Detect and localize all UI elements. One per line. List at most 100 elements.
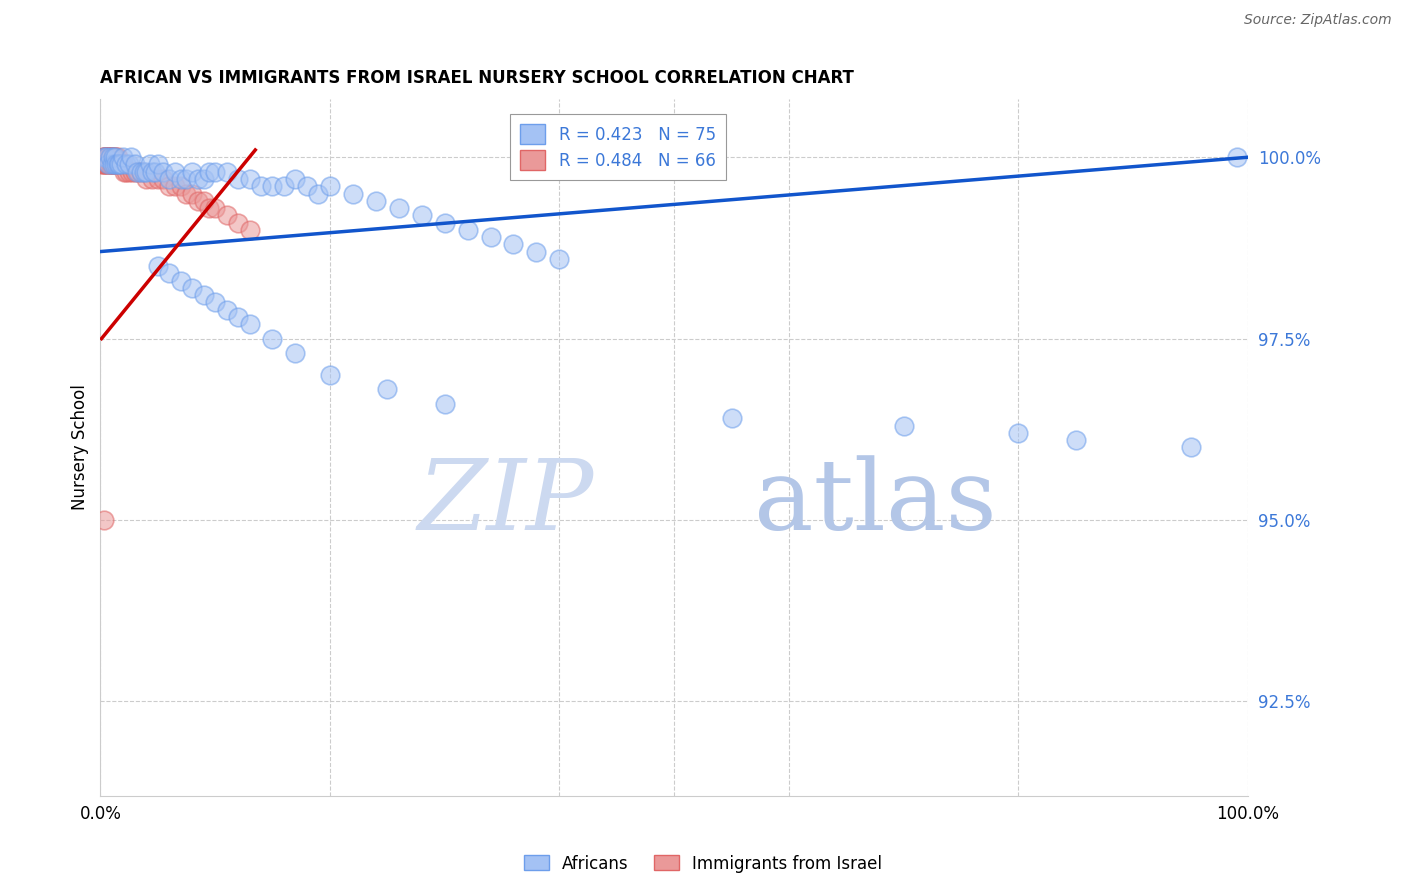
Point bbox=[93, 150, 115, 164]
Point bbox=[104, 150, 127, 164]
Point bbox=[104, 150, 127, 164]
Point bbox=[125, 165, 148, 179]
Point bbox=[101, 150, 124, 164]
Point bbox=[112, 150, 135, 164]
Point bbox=[100, 157, 122, 171]
Point bbox=[94, 157, 117, 171]
Point bbox=[181, 281, 204, 295]
Point bbox=[105, 157, 128, 171]
Point bbox=[204, 295, 226, 310]
Point bbox=[364, 194, 387, 208]
Point bbox=[145, 165, 167, 179]
Point bbox=[103, 157, 125, 171]
Point bbox=[284, 346, 307, 360]
Point bbox=[138, 157, 160, 171]
Point bbox=[111, 157, 134, 171]
Point bbox=[100, 157, 122, 171]
Point bbox=[176, 172, 198, 186]
Point bbox=[198, 201, 221, 215]
Point bbox=[94, 150, 117, 164]
Point bbox=[107, 157, 129, 171]
Point bbox=[295, 179, 318, 194]
Point bbox=[163, 179, 186, 194]
Point bbox=[1007, 425, 1029, 440]
Text: atlas: atlas bbox=[755, 455, 997, 551]
Point bbox=[307, 186, 329, 201]
Point bbox=[121, 165, 143, 179]
Point bbox=[319, 368, 342, 382]
Point bbox=[107, 157, 129, 171]
Point bbox=[118, 157, 141, 171]
Point bbox=[215, 302, 238, 317]
Point bbox=[193, 288, 215, 302]
Point bbox=[110, 157, 132, 171]
Point bbox=[101, 157, 124, 171]
Point bbox=[526, 244, 548, 259]
Point bbox=[107, 157, 129, 171]
Point bbox=[388, 201, 411, 215]
Point bbox=[101, 157, 124, 171]
Point bbox=[107, 157, 129, 171]
Point bbox=[433, 397, 456, 411]
Point bbox=[226, 172, 249, 186]
Point bbox=[97, 157, 120, 171]
Point bbox=[124, 157, 146, 171]
Point bbox=[93, 513, 115, 527]
Point bbox=[129, 165, 152, 179]
Point bbox=[262, 332, 284, 346]
Point bbox=[96, 150, 118, 164]
Point bbox=[176, 186, 198, 201]
Point bbox=[181, 186, 204, 201]
Point bbox=[103, 150, 125, 164]
Point bbox=[141, 165, 163, 179]
Point bbox=[215, 208, 238, 222]
Point bbox=[91, 150, 114, 164]
Point bbox=[94, 150, 117, 164]
Point bbox=[193, 194, 215, 208]
Point bbox=[720, 411, 742, 425]
Point bbox=[198, 165, 221, 179]
Point bbox=[146, 157, 169, 171]
Point bbox=[96, 150, 118, 164]
Point bbox=[101, 150, 124, 164]
Point bbox=[100, 150, 122, 164]
Point bbox=[112, 157, 135, 171]
Legend: R = 0.423   N = 75, R = 0.484   N = 66: R = 0.423 N = 75, R = 0.484 N = 66 bbox=[510, 114, 725, 179]
Point bbox=[101, 150, 124, 164]
Point bbox=[152, 165, 174, 179]
Point bbox=[97, 150, 120, 164]
Point bbox=[548, 252, 571, 266]
Point bbox=[91, 157, 114, 171]
Point bbox=[104, 157, 127, 171]
Point bbox=[114, 157, 136, 171]
Point bbox=[93, 157, 115, 171]
Point bbox=[342, 186, 364, 201]
Point bbox=[319, 179, 342, 194]
Point bbox=[457, 223, 479, 237]
Point bbox=[226, 310, 249, 324]
Point bbox=[129, 165, 152, 179]
Point bbox=[193, 172, 215, 186]
Text: ZIP: ZIP bbox=[418, 456, 593, 551]
Point bbox=[114, 165, 136, 179]
Point bbox=[120, 150, 142, 164]
Point bbox=[94, 150, 117, 164]
Text: Source: ZipAtlas.com: Source: ZipAtlas.com bbox=[1244, 13, 1392, 28]
Point bbox=[181, 165, 204, 179]
Point bbox=[108, 157, 131, 171]
Point bbox=[157, 266, 180, 280]
Point bbox=[226, 215, 249, 229]
Point bbox=[105, 157, 128, 171]
Point bbox=[97, 150, 120, 164]
Point bbox=[187, 194, 209, 208]
Point bbox=[146, 172, 169, 186]
Y-axis label: Nursery School: Nursery School bbox=[72, 384, 89, 510]
Point bbox=[163, 165, 186, 179]
Point bbox=[94, 150, 117, 164]
Point bbox=[135, 165, 157, 179]
Point bbox=[170, 172, 193, 186]
Point bbox=[107, 150, 129, 164]
Text: AFRICAN VS IMMIGRANTS FROM ISRAEL NURSERY SCHOOL CORRELATION CHART: AFRICAN VS IMMIGRANTS FROM ISRAEL NURSER… bbox=[100, 69, 855, 87]
Point bbox=[141, 172, 163, 186]
Point bbox=[152, 172, 174, 186]
